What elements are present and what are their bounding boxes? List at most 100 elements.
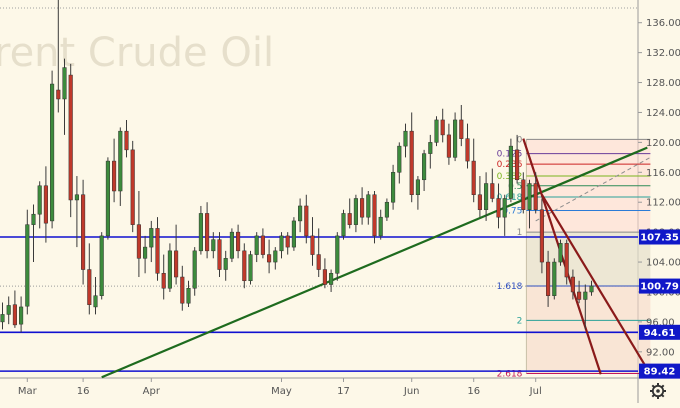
y-tick-label: 120.00 (646, 138, 680, 149)
fib-level-label: 2.618 (497, 370, 523, 380)
candle-body (291, 220, 296, 248)
candle-body (31, 213, 36, 225)
candle-body (81, 194, 86, 270)
candle (310, 217, 315, 266)
candle (50, 70, 55, 229)
candle-body (558, 243, 563, 263)
candle-body (304, 205, 309, 237)
candle (217, 232, 222, 278)
candle-body (378, 216, 383, 237)
candle-body (422, 153, 427, 181)
candle (471, 138, 476, 203)
candle (99, 232, 104, 300)
price-badge-label: 94.61 (644, 328, 676, 339)
candle-body (546, 261, 551, 296)
candle-body (527, 183, 532, 210)
candle-body (577, 291, 582, 300)
candle-body (242, 250, 247, 282)
candle-body (0, 314, 5, 323)
candle (56, 0, 61, 113)
fib-zone-middle (526, 232, 651, 286)
candle (87, 243, 92, 315)
candle (570, 269, 575, 300)
y-tick-label: 92.00 (646, 347, 675, 358)
settings-gear-icon[interactable] (650, 383, 666, 399)
candle-body (341, 213, 346, 237)
candle-body (161, 273, 166, 289)
channel-line (540, 194, 652, 375)
chart-watermark: rent Crude Oil (0, 30, 274, 76)
candle (260, 228, 265, 259)
candle (31, 204, 36, 263)
candle-body (149, 228, 154, 248)
y-tick-label: 124.00 (646, 108, 680, 119)
candle-body (372, 194, 377, 237)
y-tick-label: 116.00 (646, 168, 680, 179)
candle (198, 205, 203, 255)
candle-body (322, 269, 327, 285)
candle (378, 209, 383, 240)
candle (130, 140, 135, 233)
candle-body (397, 145, 402, 173)
candle (353, 194, 358, 233)
candle-body (12, 304, 17, 326)
candle (118, 127, 123, 206)
candle-body (186, 287, 191, 304)
candle-body (217, 239, 222, 270)
candle-body (6, 305, 11, 315)
candle (533, 172, 538, 214)
candle-body (484, 183, 489, 210)
candle (192, 247, 197, 296)
candle (508, 138, 513, 203)
candle (211, 232, 216, 259)
candle (546, 250, 551, 307)
candle-body (25, 224, 30, 307)
candle (440, 108, 445, 143)
candle-body (198, 213, 203, 252)
candle (180, 265, 185, 311)
x-tick-label: 17 (337, 386, 350, 397)
candle (68, 63, 73, 218)
candle (174, 224, 179, 285)
candle (564, 239, 569, 285)
candle (267, 239, 272, 274)
candle (37, 181, 42, 229)
y-tick-label: 128.00 (646, 78, 680, 89)
x-tick-label: Jun (403, 386, 420, 397)
fib-level-label: 1.618 (497, 282, 523, 292)
price-badge-label: 89.42 (644, 367, 676, 378)
price-badge-bg (639, 324, 680, 340)
candle-body (453, 119, 458, 158)
candle-body (347, 213, 352, 225)
candle (186, 280, 191, 307)
y-tick-label: 96.00 (646, 317, 675, 328)
candle-body (68, 74, 73, 201)
candle (577, 280, 582, 304)
candle-body (205, 213, 210, 252)
candle (583, 284, 588, 330)
price-badge: 94.61 (639, 324, 680, 340)
candle (19, 296, 24, 333)
candle-body (415, 179, 420, 195)
candle-body (384, 201, 389, 218)
candle (341, 209, 346, 240)
candle (229, 228, 234, 263)
candle-body (99, 235, 104, 296)
candle (490, 168, 495, 203)
candle (372, 191, 377, 244)
candle-body (279, 235, 284, 252)
candle-body (440, 119, 445, 136)
candle-body (298, 205, 303, 222)
candle-body (267, 254, 272, 263)
candle (360, 187, 365, 225)
candle-body (136, 224, 141, 259)
y-tick-label: 132.00 (646, 48, 680, 59)
candle (161, 254, 166, 300)
candle (304, 194, 309, 244)
price-badge-bg (639, 278, 680, 294)
candle (149, 220, 154, 263)
candle-body (248, 254, 253, 282)
candle (502, 194, 507, 236)
candle (25, 209, 30, 315)
